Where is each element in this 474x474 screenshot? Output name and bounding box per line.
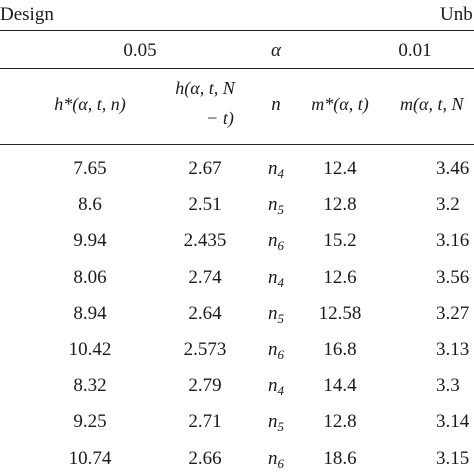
m-cell: 3.46: [436, 158, 470, 179]
h-star-cell: 9.94: [73, 230, 107, 252]
m-star-cell: 12.58: [318, 302, 362, 324]
n-cell: n5: [262, 194, 290, 218]
m-star-cell: 16.8: [323, 339, 357, 360]
m-cell: 3.14: [436, 411, 470, 433]
h-star-cell: 8.06: [73, 266, 107, 288]
alpha-value-left: 0.05: [123, 40, 157, 61]
n-cell: n4: [262, 375, 290, 399]
m-cell: 3.3: [436, 375, 460, 397]
m-star-cell: 18.6: [323, 447, 357, 469]
n-subscript: 5: [277, 202, 285, 218]
n-subscript: 6: [277, 347, 285, 362]
m-cell: 3.13: [436, 339, 470, 360]
n-subscript: 4: [277, 383, 285, 399]
n-cell: n6: [262, 448, 290, 472]
n-base: n: [268, 339, 278, 360]
h-star-cell: 10.74: [68, 447, 112, 469]
n-cell: n6: [262, 339, 290, 363]
n-subscript: 6: [277, 455, 285, 471]
design-header: Design: [0, 4, 54, 25]
unbalanced-header: Unb: [440, 4, 473, 25]
h-cell: 2.74: [188, 266, 222, 288]
h-star-cell: 10.42: [68, 339, 112, 360]
h-star-cell: 8.6: [78, 194, 102, 216]
n-subscript: 6: [277, 238, 285, 254]
n-subscript: 5: [277, 419, 285, 435]
col-h-header-line1: h(α, t, N: [175, 78, 235, 98]
h-star-cell: 8.94: [73, 302, 107, 324]
h-cell: 2.435: [183, 230, 227, 252]
col-m-header: m(α, t, N: [400, 94, 464, 114]
n-cell: n6: [262, 230, 290, 254]
m-star-cell: 12.8: [323, 194, 357, 216]
h-cell: 2.573: [183, 339, 227, 360]
m-cell: 3.27: [436, 302, 470, 324]
n-cell: n5: [262, 411, 290, 435]
n-base: n: [268, 158, 278, 179]
header-bottom-rule: [0, 144, 474, 145]
h-star-cell: 7.65: [73, 158, 107, 179]
m-star-cell: 12.8: [323, 411, 357, 433]
h-cell: 2.79: [188, 375, 222, 397]
col-h-star-header: h*(α, t, n): [54, 94, 126, 114]
n-base: n: [268, 266, 278, 288]
n-base: n: [268, 194, 278, 216]
h-cell: 2.71: [188, 411, 222, 433]
m-star-cell: 14.4: [323, 375, 357, 397]
top-rule: [0, 30, 474, 31]
col-m-star-header: m*(α, t): [311, 94, 369, 114]
n-base: n: [268, 230, 278, 252]
m-cell: 3.15: [436, 447, 470, 469]
h-star-cell: 9.25: [73, 411, 107, 433]
n-base: n: [268, 375, 278, 397]
n-base: n: [268, 447, 278, 469]
n-cell: n4: [262, 158, 290, 182]
h-star-cell: 8.32: [73, 375, 107, 397]
col-n-header: n: [271, 94, 281, 115]
m-star-cell: 15.2: [323, 230, 357, 252]
m-cell: 3.16: [436, 230, 470, 252]
h-cell: 2.67: [188, 158, 222, 179]
h-cell: 2.51: [188, 194, 222, 216]
n-subscript: 4: [277, 166, 285, 181]
m-star-cell: 12.6: [323, 266, 357, 288]
alpha-value-right: 0.01: [398, 40, 432, 61]
alpha-symbol: α: [271, 40, 281, 61]
n-cell: n5: [262, 303, 290, 327]
n-base: n: [268, 411, 278, 433]
h-cell: 2.66: [188, 447, 222, 469]
m-cell: 3.56: [436, 266, 470, 288]
h-cell: 2.64: [188, 302, 222, 324]
n-cell: n4: [262, 267, 290, 291]
n-subscript: 4: [277, 274, 285, 290]
n-subscript: 5: [277, 310, 285, 326]
col-h-header-line2: − t): [206, 108, 234, 128]
alpha-rule: [0, 68, 474, 69]
m-cell: 3.2: [436, 194, 460, 216]
m-star-cell: 12.4: [323, 158, 357, 179]
n-base: n: [268, 302, 278, 324]
